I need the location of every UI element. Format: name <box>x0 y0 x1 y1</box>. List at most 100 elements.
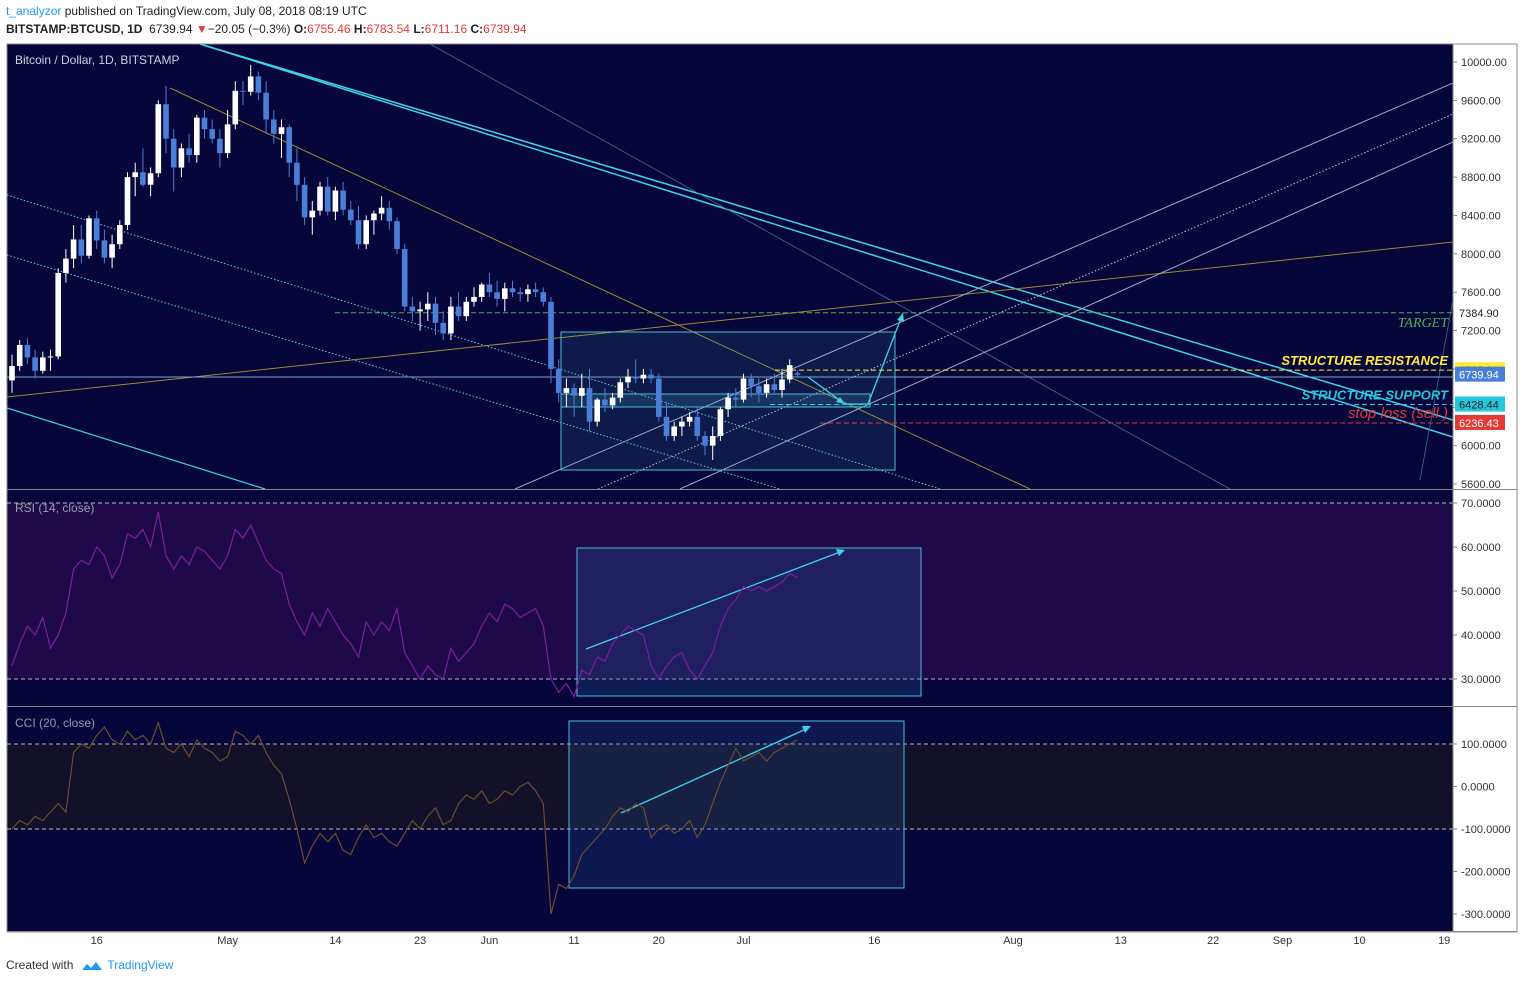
candle-body <box>70 239 77 259</box>
rsi-tick-label: 30.0000 <box>1461 674 1501 686</box>
tradingview-link[interactable]: TradingView <box>107 958 174 972</box>
candle-body <box>463 301 470 317</box>
candle-body <box>756 386 762 393</box>
change-value: −20.05 (−0.3%) <box>207 22 291 36</box>
time-tick-label: Aug <box>1003 935 1023 947</box>
candle-body <box>401 249 408 307</box>
candle-body <box>263 92 269 120</box>
candle-body <box>686 416 693 422</box>
rsi-panel-title: RSI (14, close) <box>15 501 94 515</box>
footer: Created with TradingView <box>6 958 173 972</box>
candle-body <box>47 356 54 358</box>
candle-body <box>32 357 38 371</box>
candle-body <box>671 426 677 437</box>
candle-body <box>371 213 377 221</box>
candle-body <box>740 378 747 400</box>
candle-body <box>694 416 701 437</box>
candle-body <box>632 376 639 379</box>
candle-body <box>794 373 801 375</box>
candle-body <box>563 388 570 393</box>
candle-body <box>170 138 177 168</box>
dotted-channel-bottom <box>7 254 781 489</box>
candle-body <box>525 289 531 295</box>
candle-body <box>186 148 192 156</box>
cci-divergence-box <box>568 720 905 889</box>
time-tick-label: 10 <box>1353 935 1365 947</box>
candle-body <box>432 303 439 323</box>
candle-body <box>101 240 108 258</box>
candle-body <box>278 127 285 134</box>
rsi-tick-label: 70.0000 <box>1461 498 1501 510</box>
level-label: STRUCTURE RESISTANCE <box>1281 353 1448 368</box>
candle-body <box>540 292 547 302</box>
candle-body <box>232 90 239 125</box>
change-arrow-icon: ▼ <box>195 22 208 36</box>
rsi-drawings <box>7 502 1453 699</box>
last-price-badge: 6739.94 <box>1459 370 1499 382</box>
candle-body <box>594 399 600 422</box>
published-text: published on TradingView.com, July 08, 2… <box>64 4 367 18</box>
symbol-label: BITSTAMP:BTCUSD, 1D <box>6 22 143 36</box>
pullback-arrowhead-icon <box>836 397 845 404</box>
price-tick-label: 9600.00 <box>1461 95 1501 107</box>
candle-body <box>517 292 523 295</box>
price-tick-label: 6000.00 <box>1461 441 1501 453</box>
time-tick-label: 23 <box>414 935 426 947</box>
candle-body <box>93 218 100 241</box>
time-tick-label: 13 <box>1115 935 1127 947</box>
ohlc-header: BITSTAMP:BTCUSD, 1D 6739.94 ▼−20.05 (−0.… <box>6 22 527 36</box>
low-value: 6711.16 <box>424 22 468 36</box>
candle-body <box>155 104 162 174</box>
candle-body <box>386 207 393 222</box>
candle-body <box>178 148 185 168</box>
candle-body <box>163 104 169 139</box>
candle-body <box>117 225 123 245</box>
level-price-badge: 6236.43 <box>1459 418 1499 430</box>
candle-body <box>602 399 608 406</box>
level-label: TARGET <box>1398 316 1450 331</box>
candle-body <box>332 190 339 212</box>
time-tick-label: 20 <box>653 935 665 947</box>
candle-body <box>378 207 385 214</box>
candle-body <box>16 344 23 367</box>
cci-tick-label: 0.0000 <box>1461 782 1495 794</box>
cci-tick-label: -200.0000 <box>1461 867 1511 879</box>
chart-canvas[interactable]: Bitcoin / Dollar, 1D, BITSTAMP RSI (14, … <box>0 0 1524 950</box>
candle-body <box>548 301 554 369</box>
author-link[interactable]: t_analyzor <box>6 4 62 18</box>
time-tick-label: 16 <box>868 935 880 947</box>
level-price-badge-bg <box>1455 396 1505 412</box>
candle-body <box>63 258 69 273</box>
candle-body <box>147 173 154 185</box>
candle-body <box>425 303 431 310</box>
cci-panel-title: CCI (20, close) <box>15 716 95 730</box>
candle-body <box>201 117 208 130</box>
candle-body <box>317 186 323 211</box>
candle-body <box>301 184 308 218</box>
time-tick-label: 16 <box>91 935 103 947</box>
time-tick-label: 22 <box>1207 935 1219 947</box>
projection-path <box>807 312 904 405</box>
price-tick-label: 8800.00 <box>1461 172 1501 184</box>
candle-body <box>24 344 31 358</box>
candle-body <box>702 436 708 446</box>
time-tick-label: Jul <box>736 935 750 947</box>
olive-support-line <box>7 241 1453 398</box>
candle-body <box>217 138 223 154</box>
price-tick-label: 10000.00 <box>1461 57 1507 69</box>
candle-body <box>286 127 292 163</box>
price-tick-label: 7200.00 <box>1461 326 1501 338</box>
tradingview-logo-icon <box>82 961 103 970</box>
candle-body <box>494 292 500 299</box>
candle-body <box>40 357 46 371</box>
candle-body <box>571 388 577 396</box>
candle-body <box>733 397 739 400</box>
candle-body <box>709 436 716 446</box>
candle-body <box>486 284 493 293</box>
cci-tick-label: -100.0000 <box>1461 824 1511 836</box>
candle-body <box>478 284 485 297</box>
cci-tick-label: -300.0000 <box>1461 909 1511 921</box>
high-value: 6783.54 <box>366 22 410 36</box>
candle-body <box>255 76 262 93</box>
candle-body <box>224 124 231 154</box>
